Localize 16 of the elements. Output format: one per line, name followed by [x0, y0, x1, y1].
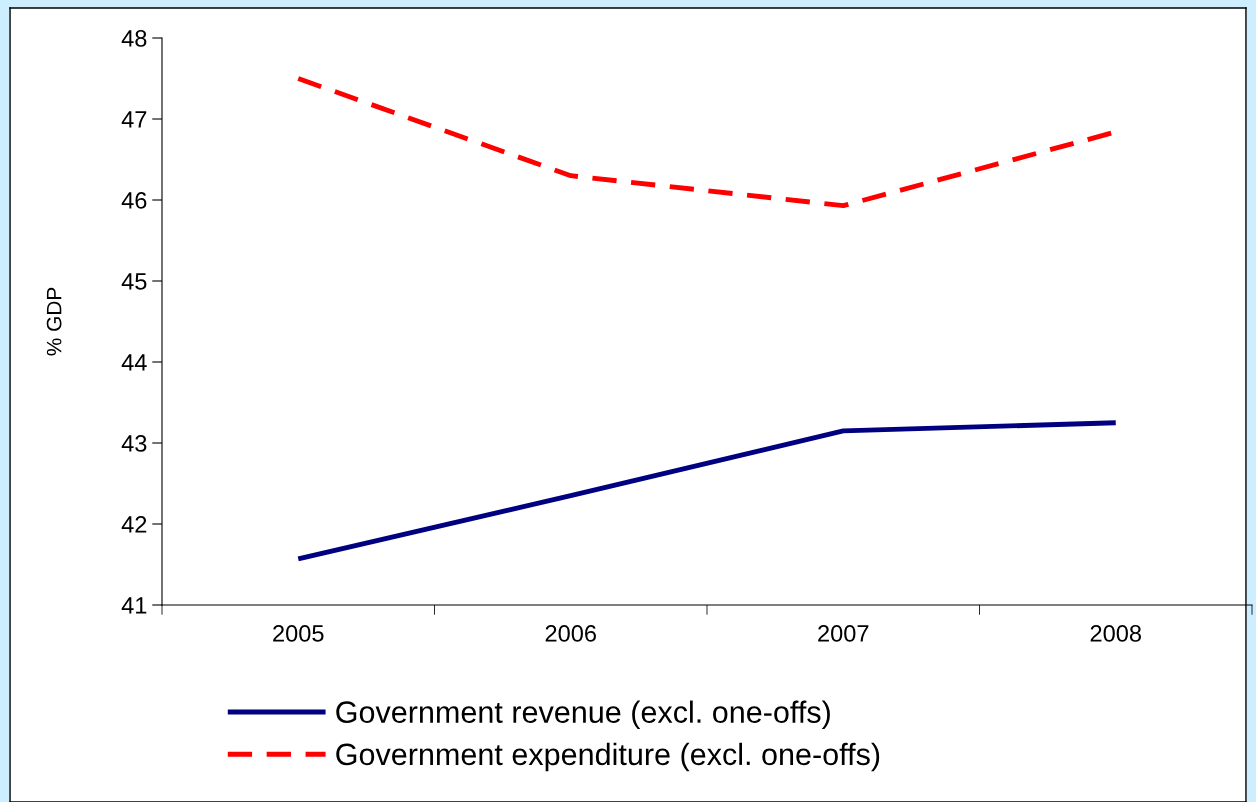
y-axis-title: % GDP — [46, 287, 62, 356]
legend-label: Government revenue (excl. one-offs) — [336, 700, 830, 730]
y-tick-label: 41 — [121, 597, 147, 614]
x-tick-label: 2006 — [545, 625, 596, 642]
y-tick-label: 42 — [121, 516, 147, 533]
y-tick-label: 45 — [121, 273, 147, 290]
y-tick-label: 47 — [121, 111, 147, 128]
y-tick-label: 43 — [121, 435, 147, 452]
y-tick-label: 44 — [121, 354, 147, 371]
y-tick-label: 48 — [121, 30, 147, 47]
x-tick-label: 2007 — [818, 625, 869, 642]
line-series — [295, 420, 1119, 562]
x-tick-label: 2005 — [273, 625, 324, 642]
legend-label: Government expenditure (excl. one-offs) — [336, 742, 880, 772]
y-tick-label: 46 — [121, 192, 147, 209]
x-tick-label: 2008 — [1090, 625, 1141, 642]
